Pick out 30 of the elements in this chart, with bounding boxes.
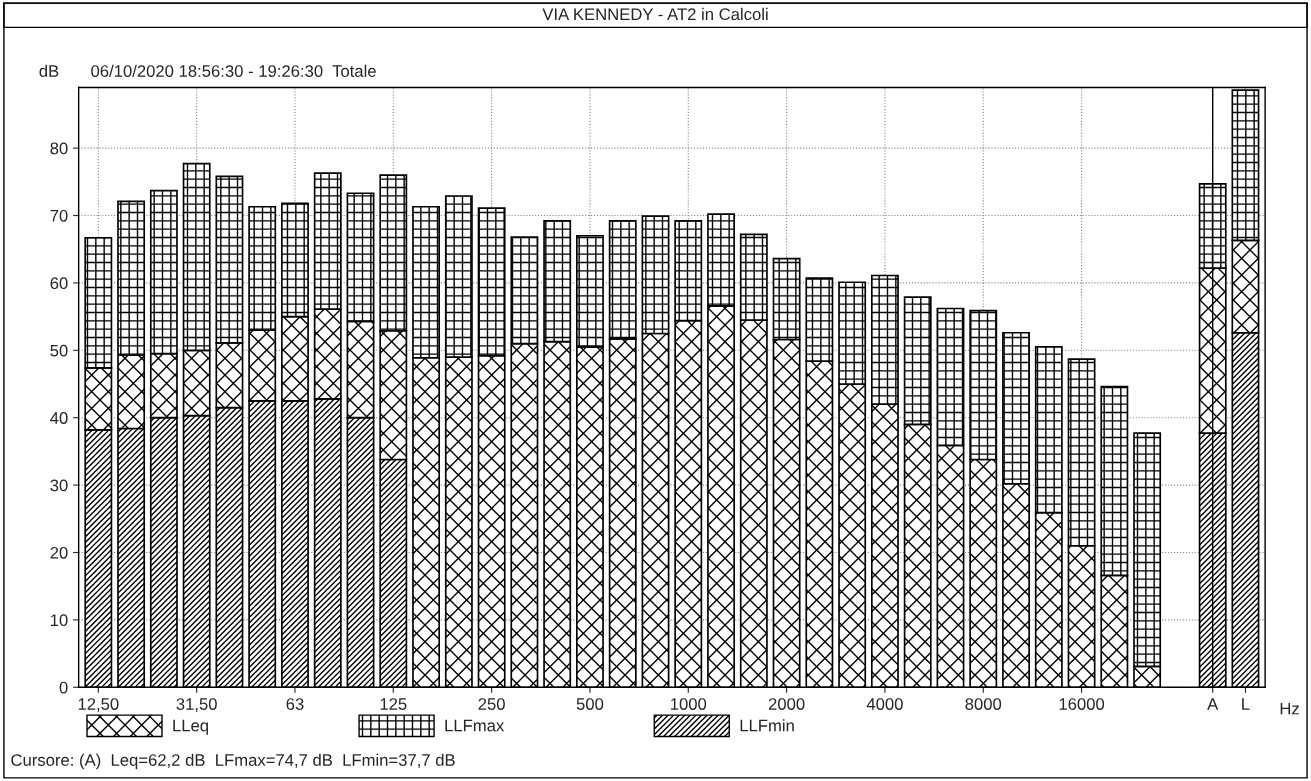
x-tick-label: L	[1242, 698, 1250, 710]
x-tick-label: A	[1207, 698, 1219, 710]
legend-label: LLFmax	[445, 719, 505, 732]
y-tick-label: 20	[50, 546, 68, 559]
x-tick-label: 31,50	[176, 698, 217, 712]
y-tick-label: 50	[50, 344, 68, 357]
x-tick-label: 4000	[866, 698, 903, 710]
x-tick-label: 2000	[768, 698, 805, 710]
x-tick-label: 250	[478, 698, 505, 710]
y-tick-label: 0	[59, 681, 68, 694]
y-tick-label: 10	[50, 614, 68, 627]
legend-label: LLFmin	[740, 719, 794, 732]
chart-subtitle: 06/10/2020 18:56:30 - 19:26:30 Totale	[91, 64, 376, 77]
x-tick-label: 63	[286, 698, 304, 710]
x-tick-label: 12,50	[78, 698, 119, 712]
y-tick-label: 70	[50, 209, 68, 222]
x-axis-title: Hz	[1280, 702, 1299, 715]
x-tick-label: 16000	[1059, 698, 1105, 710]
y-tick-label: 60	[50, 277, 68, 290]
y-axis-title: dB	[39, 64, 59, 77]
x-tick-label: 8000	[965, 698, 1002, 710]
chart-title: VIA KENNEDY - AT2 in Calcoli	[542, 7, 768, 21]
x-tick-label: 1000	[671, 698, 707, 710]
x-tick-label: 125	[380, 698, 407, 710]
legend-label: LLeq	[173, 719, 208, 735]
x-tick-label: 500	[576, 698, 604, 710]
y-tick-label: 80	[50, 142, 68, 155]
text: Cursore: (A) Leq=62,2 dB LFmax=74,7 dB LFmin=37,7 dB	[11, 753, 455, 770]
y-tick-label: 40	[50, 412, 68, 424]
y-tick-label: 30	[50, 479, 68, 492]
